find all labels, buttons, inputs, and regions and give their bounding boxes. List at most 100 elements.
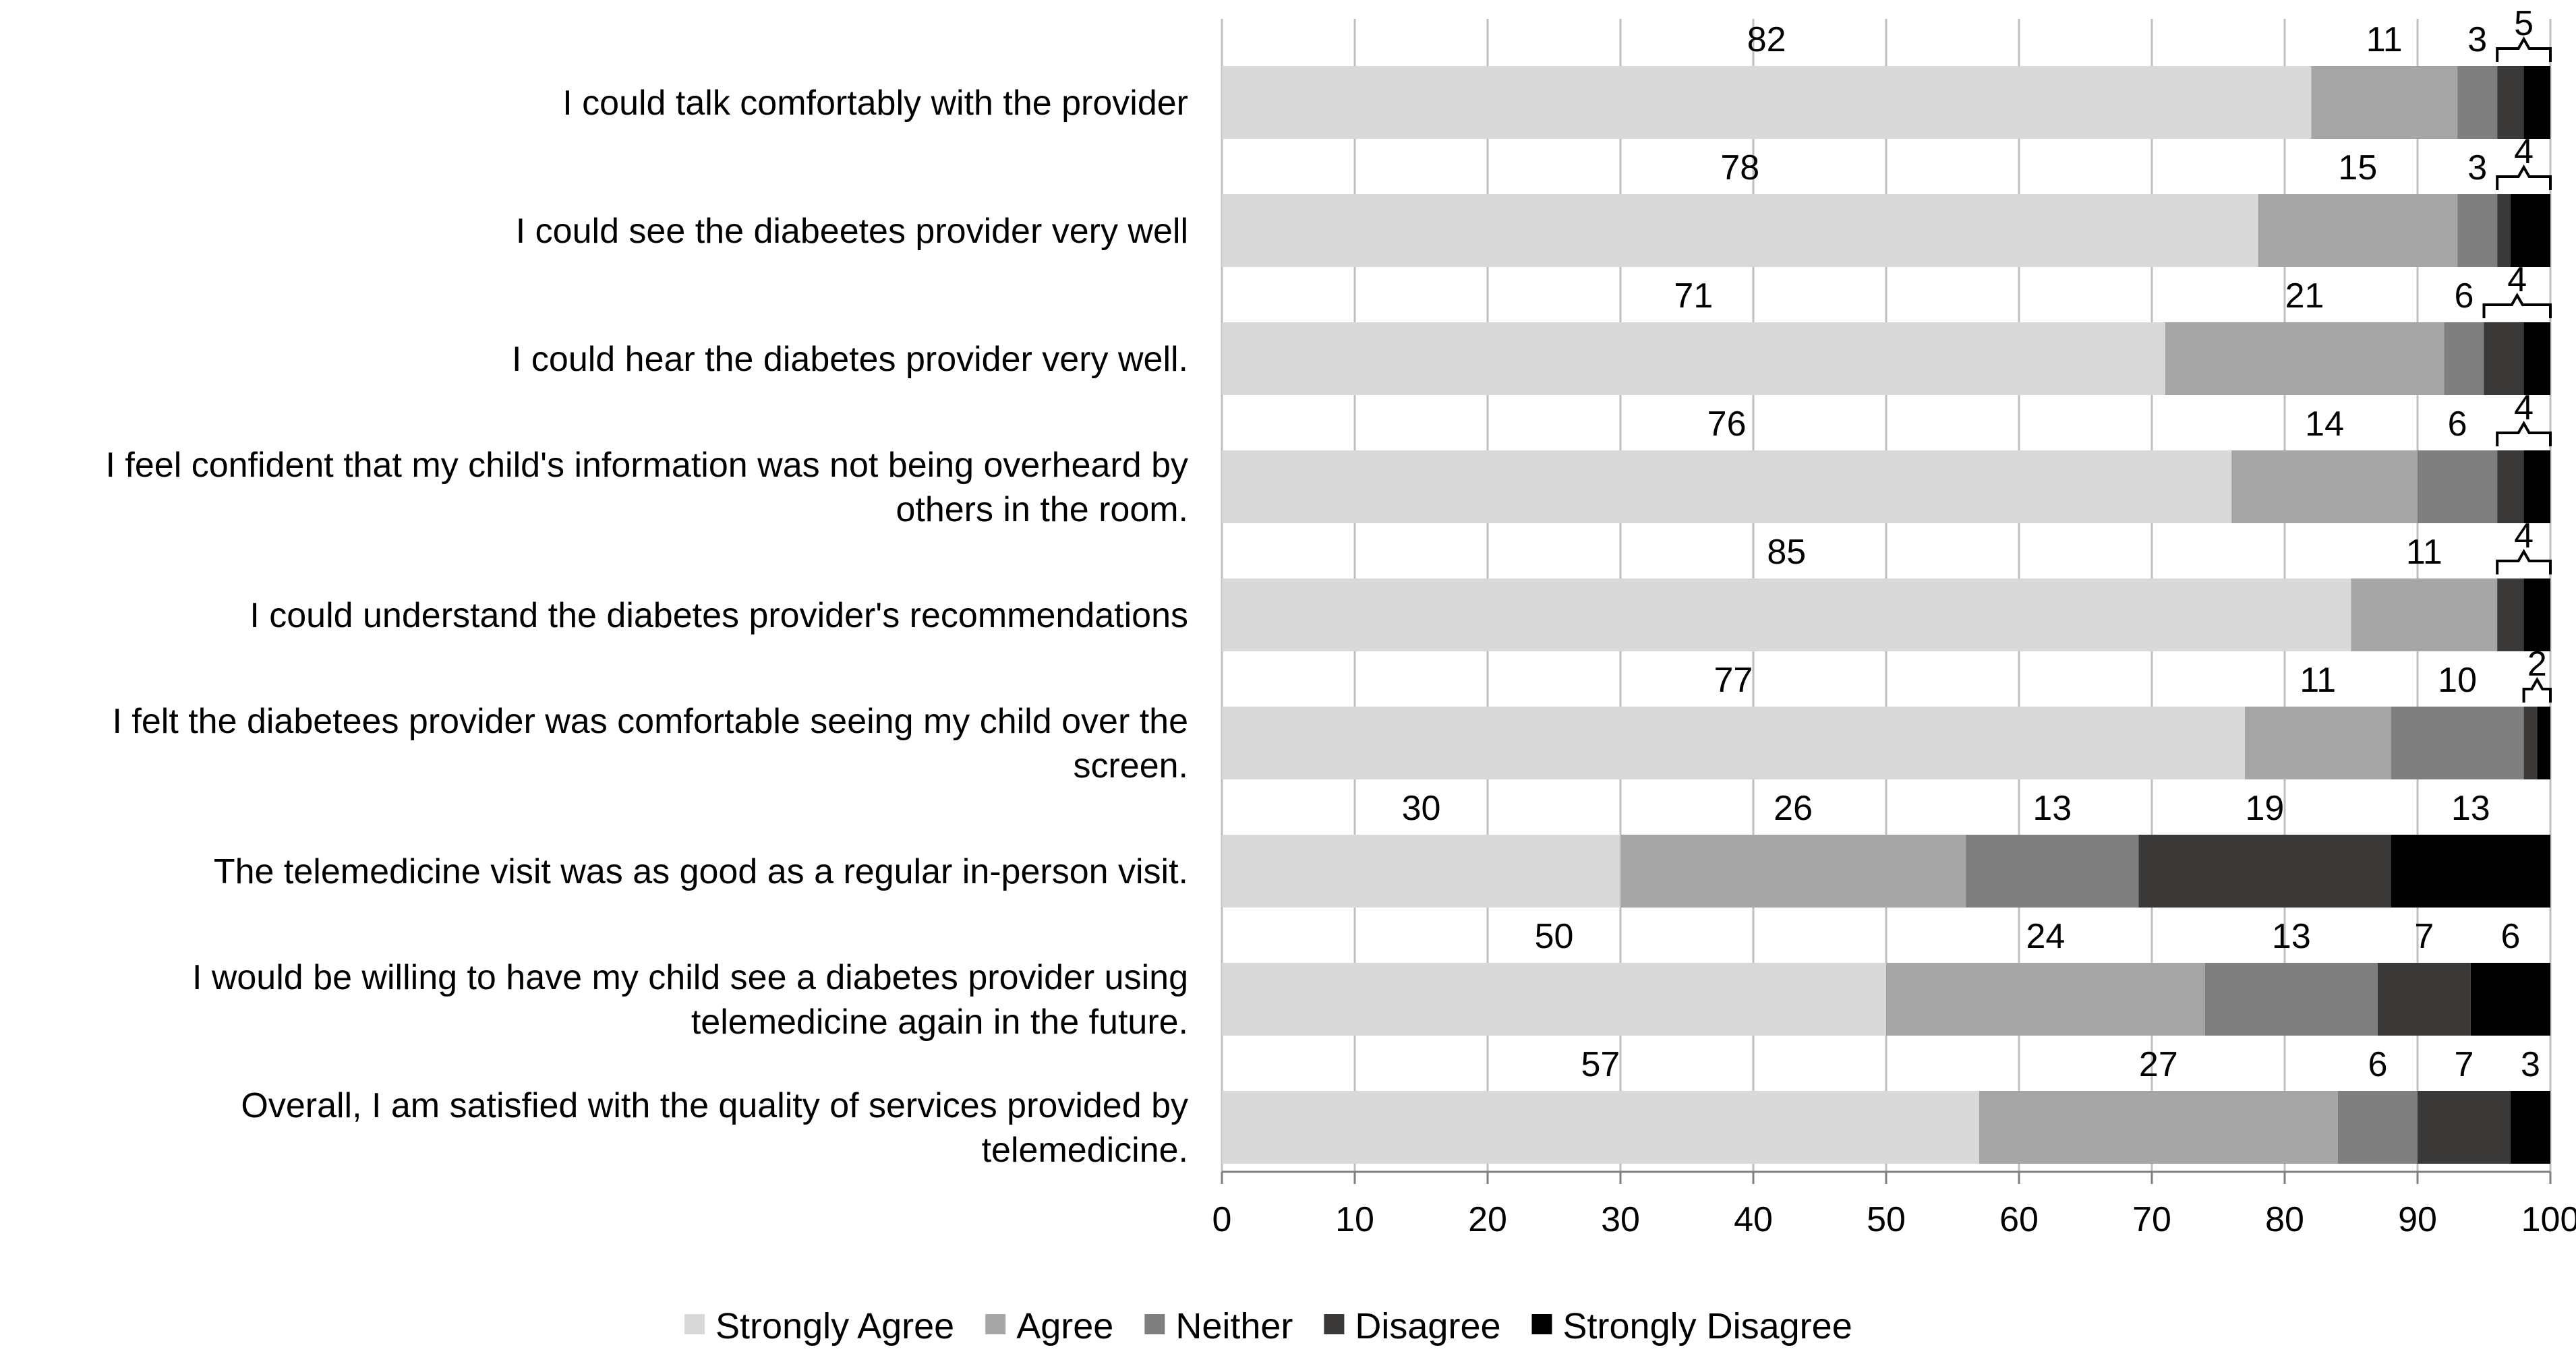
data-label: 7 [2454,1045,2473,1084]
data-label: 85 [1767,533,1806,572]
data-label: 6 [2448,405,2467,444]
legend-swatch [1324,1314,1345,1334]
data-label: 7 [2414,917,2434,956]
bar-segment [2418,450,2498,523]
bar-segment [1886,963,2205,1036]
category-label: I would be willing to have my child see … [192,958,1188,997]
category-label: I feel confident that my child's informa… [106,446,1188,485]
bar-segment [1222,194,2258,267]
data-label: 3 [2467,148,2487,187]
bar-segment [1222,578,2351,651]
category-label: I could understand the diabetes provider… [250,596,1188,635]
legend-swatch [684,1314,705,1334]
legend-swatch [1531,1314,1552,1334]
bar-segment [2537,707,2550,779]
bar-segment [2510,1091,2550,1164]
bar-segment [2497,450,2524,523]
data-label: 27 [2139,1045,2178,1084]
bar-segment [2523,450,2550,523]
bar-segment [2523,707,2538,779]
data-label: 57 [1581,1045,1620,1084]
category-label: The telemedicine visit was as good as a … [214,852,1188,891]
legend: Strongly Agree Agree Neither Disagree Strong… [684,1306,1852,1346]
data-label: 30 [1402,789,1441,828]
data-label: 76 [1707,405,1747,444]
x-axis: 0 10 20 30 40 50 60 70 80 90 100 [1212,1170,2576,1239]
data-label: 6 [2454,276,2473,316]
bracket-annotation [2496,36,2552,62]
bar-segment [2470,963,2550,1036]
bar-segment [1222,1091,1979,1164]
data-label: 50 [1535,917,1574,956]
category-labels: I could talk comfortably with the provid… [106,84,1188,1170]
x-tick-label: 50 [1867,1200,1906,1239]
x-tick-label: 10 [1335,1200,1374,1239]
data-label: 82 [1747,20,1786,59]
x-tick-label: 30 [1601,1200,1640,1239]
data-label: 19 [2246,789,2285,828]
category-label: Overall, I am satisfied with the quality… [241,1086,1188,1125]
bar-segment [2391,707,2524,779]
data-label: 21 [2285,276,2324,316]
data-label: 2 [2527,645,2547,684]
bracket-annotation [2496,420,2552,446]
data-label: 13 [2272,917,2311,956]
data-label: 11 [2300,661,2336,700]
bar-segment [2138,835,2391,908]
data-label: 4 [2514,388,2534,427]
bar-segment [2444,322,2484,395]
bar-segment [2497,66,2524,139]
bracket-annotation [2522,676,2552,703]
data-labels: 82 11 3 578 15 3 471 21 6 476 14 6 485 11 477 11 10 230 26… [1402,4,2547,1084]
data-label: 13 [2451,789,2490,828]
data-label: 6 [2368,1045,2387,1084]
data-label: 24 [2026,917,2065,956]
bar-segment [1222,450,2232,523]
bar-segment [2523,322,2550,395]
bar-segment [2258,194,2458,267]
bar-segment [2457,66,2498,139]
bar-segment [1222,66,2312,139]
legend-swatch [985,1314,1006,1334]
data-label: 11 [2366,20,2403,59]
category-label: I could see the diabeetes provider very … [516,212,1188,251]
category-label: others in the room. [896,490,1188,529]
data-label: 10 [2438,661,2477,700]
category-label: I could hear the diabetes provider very … [512,340,1188,379]
data-label: 71 [1674,276,1713,316]
data-label: 78 [1720,148,1759,187]
category-label: screen. [1073,746,1188,785]
x-tick-label: 70 [2132,1200,2171,1239]
data-label: 6 [2500,917,2520,956]
x-tick-label: 100 [2521,1200,2576,1239]
legend-entry: Strongly Agree [715,1306,954,1346]
data-label: 26 [1774,789,1813,828]
data-label: 3 [2467,20,2487,59]
data-label: 3 [2521,1045,2540,1084]
bracket-annotation [2496,164,2552,190]
bar-segment [1222,322,2165,395]
bar-segment [2457,194,2498,267]
data-label: 15 [2338,148,2377,187]
bar-segment [2337,1091,2418,1164]
bar-segment [2244,707,2391,779]
bar-segment [2204,963,2378,1036]
bar-segment [2497,578,2524,651]
legend-entry: Neither [1175,1306,1293,1346]
legend-swatch [1144,1314,1165,1334]
data-label: 4 [2514,516,2534,556]
bars [1222,66,2550,1164]
bar-segment [2523,66,2550,139]
bar-segment [2351,578,2498,651]
data-label: 13 [2032,789,2072,828]
bar-segment [1966,835,2139,908]
bar-segment [1620,835,1966,908]
category-label: I could talk comfortably with the provid… [562,84,1188,123]
legend-entry: Strongly Disagree [1563,1306,1852,1346]
bar-segment [1979,1091,2338,1164]
bracket-annotation [2482,292,2552,318]
legend-entry: Agree [1016,1306,1113,1346]
bar-segment [2311,66,2458,139]
data-label: 11 [2406,533,2442,572]
bar-segment [2523,578,2550,651]
